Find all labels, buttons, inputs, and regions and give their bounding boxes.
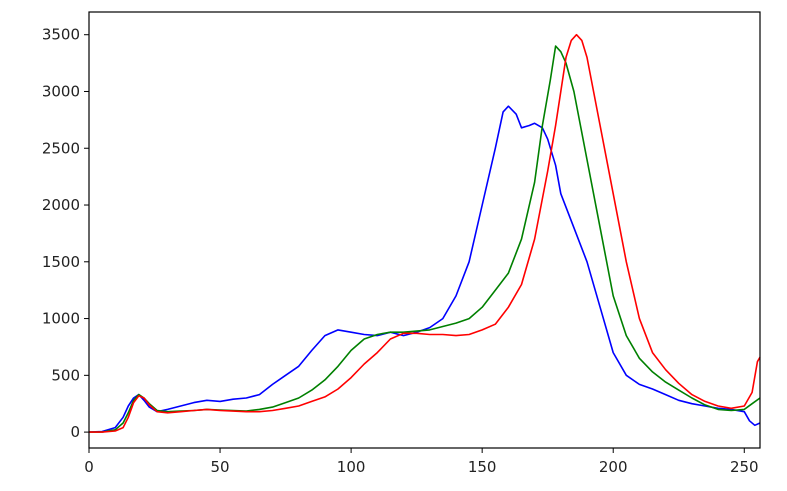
x-tick-label: 250 [730,458,759,476]
series-line-2 [89,33,761,433]
x-axis-ticks: 0 50 100 150 200 250 [84,448,759,476]
y-axis-ticks: 0 500 1000 1500 2000 2500 3000 3500 [42,26,89,441]
x-tick-label: 50 [211,458,230,476]
y-tick-label: 3000 [42,82,80,100]
x-tick-label: 0 [84,458,94,476]
y-tick-label: 0 [70,423,80,441]
x-tick-label: 150 [468,458,497,476]
y-tick-label: 1000 [42,310,80,328]
y-tick-label: 500 [51,366,80,384]
plot-lines [88,33,761,433]
y-tick-label: 1500 [42,253,80,271]
y-tick-label: 2500 [42,139,80,157]
series-line-1 [89,45,761,433]
y-tick-label: 2000 [42,196,80,214]
series-line-0 [88,105,761,433]
x-tick-label: 200 [599,458,628,476]
y-tick-label: 3500 [42,26,80,44]
plot-frame [88,11,761,449]
x-tick-label: 100 [337,458,366,476]
